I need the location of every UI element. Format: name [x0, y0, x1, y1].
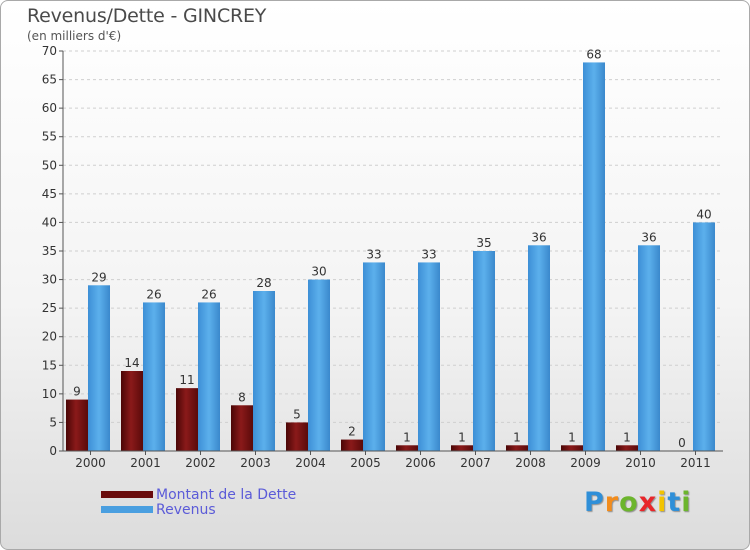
bar-revenus: [253, 291, 275, 451]
legend-item-debt: Montant de la Dette: [101, 486, 297, 503]
y-tick-label: 45: [42, 187, 57, 201]
y-tick-label: 60: [42, 101, 57, 115]
x-tick-label: 2009: [570, 456, 601, 470]
y-tick-label: 20: [42, 330, 57, 344]
bar-debt: [616, 445, 638, 451]
bar-debt: [506, 445, 528, 451]
bar-debt: [286, 422, 308, 451]
data-label-revenus: 26: [146, 287, 161, 301]
y-tick-label: 70: [42, 44, 57, 58]
bar-debt: [451, 445, 473, 451]
x-axis-ticks: 2000 2001 2002 2003 2004 2005 2006 2007 2008 2009…: [75, 451, 711, 470]
bar-revenus: [693, 222, 715, 451]
x-tick-label: 2011: [680, 456, 711, 470]
chart-subtitle: (en milliers d'€): [27, 29, 122, 43]
x-tick-label: 2001: [130, 456, 161, 470]
y-tick-label: 10: [42, 387, 57, 401]
bar-debt: [121, 371, 143, 451]
y-tick-label: 50: [42, 158, 57, 172]
data-label-revenus: 36: [641, 230, 656, 244]
logo-letter: r: [604, 487, 620, 518]
data-label-debt: 1: [458, 430, 466, 444]
x-tick-label: 2007: [460, 456, 491, 470]
bar-revenus: [198, 302, 220, 451]
bar-revenus: [418, 262, 440, 451]
y-tick-label: 65: [42, 73, 57, 87]
y-tick-label: 25: [42, 301, 57, 315]
y-tick-label: 55: [42, 130, 57, 144]
data-label-debt: 1: [513, 430, 521, 444]
x-tick-label: 2008: [515, 456, 546, 470]
x-tick-label: 2000: [75, 456, 106, 470]
data-label-revenus: 29: [91, 270, 106, 284]
grid-lines: [63, 50, 723, 423]
y-tick-label: 30: [42, 273, 57, 287]
chart-title: Revenus/Dette - GINCREY: [27, 5, 267, 27]
data-label-revenus: 33: [366, 247, 381, 261]
logo-letter: i: [681, 487, 692, 518]
bar-revenus: [638, 245, 660, 451]
data-label-debt: 1: [568, 430, 576, 444]
y-tick-label: 35: [42, 244, 57, 258]
bar-debt: [396, 445, 418, 451]
data-label-debt: 11: [179, 373, 194, 387]
y-tick-label: 5: [49, 415, 57, 429]
logo-letter: o: [619, 487, 639, 518]
data-label-debt: 1: [403, 430, 411, 444]
data-label-revenus: 28: [256, 276, 271, 290]
logo-letter: P: [584, 487, 605, 518]
proxiti-logo: Proxiti: [584, 487, 692, 518]
bar-debt: [341, 439, 363, 451]
x-tick-label: 2005: [350, 456, 381, 470]
data-label-debt: 1: [623, 430, 631, 444]
bar-revenus: [528, 245, 550, 451]
data-label-debt: 0: [678, 436, 686, 450]
logo-letter: i: [657, 487, 668, 518]
legend-item-revenus: Revenus: [101, 501, 296, 518]
data-label-revenus: 36: [531, 230, 546, 244]
data-label-revenus: 68: [586, 47, 601, 61]
data-label-debt: 5: [293, 407, 301, 421]
legend: Montant de la Dette Revenus: [101, 486, 297, 518]
x-tick-label: 2006: [405, 456, 436, 470]
y-tick-label: 0: [49, 444, 57, 458]
data-label-debt: 9: [73, 385, 81, 399]
bars: 9 29 14 26 11 26 8 28 5 30 2 33 1 33 1 35 1 36 1 68 1 36 0 40: [66, 47, 715, 452]
data-label-debt: 8: [238, 390, 246, 404]
data-label-revenus: 26: [201, 287, 216, 301]
legend-label-debt: Montant de la Dette: [156, 486, 297, 503]
data-label-revenus: 40: [696, 207, 711, 221]
bar-revenus: [473, 251, 495, 451]
bar-revenus: [143, 302, 165, 451]
y-tick-label: 40: [42, 215, 57, 229]
x-tick-label: 2002: [185, 456, 216, 470]
x-tick-label: 2003: [240, 456, 271, 470]
bar-debt: [176, 388, 198, 451]
data-label-debt: 2: [348, 425, 356, 439]
bar-revenus: [88, 285, 110, 451]
y-tick-label: 15: [42, 358, 57, 372]
x-tick-label: 2004: [295, 456, 326, 470]
data-label-revenus: 33: [421, 247, 436, 261]
legend-label-revenus: Revenus: [156, 501, 216, 518]
bar-revenus: [583, 62, 605, 452]
bar-debt: [66, 399, 88, 451]
bar-debt: [231, 405, 253, 451]
bar-debt: [561, 445, 583, 451]
legend-swatch-debt: [101, 491, 153, 498]
bar-revenus: [308, 279, 330, 451]
data-label-revenus: 35: [476, 236, 491, 250]
x-tick-label: 2010: [625, 456, 656, 470]
data-label-debt: 14: [124, 356, 139, 370]
logo-letter: t: [667, 487, 682, 518]
legend-swatch-revenus: [101, 506, 153, 513]
y-axis-ticks: 0 5 10 15 20 25 30 35 40 45 50 55 60 65 70: [42, 44, 63, 458]
data-label-revenus: 30: [311, 265, 326, 279]
bar-revenus: [363, 262, 385, 451]
logo-letter: x: [638, 487, 658, 518]
